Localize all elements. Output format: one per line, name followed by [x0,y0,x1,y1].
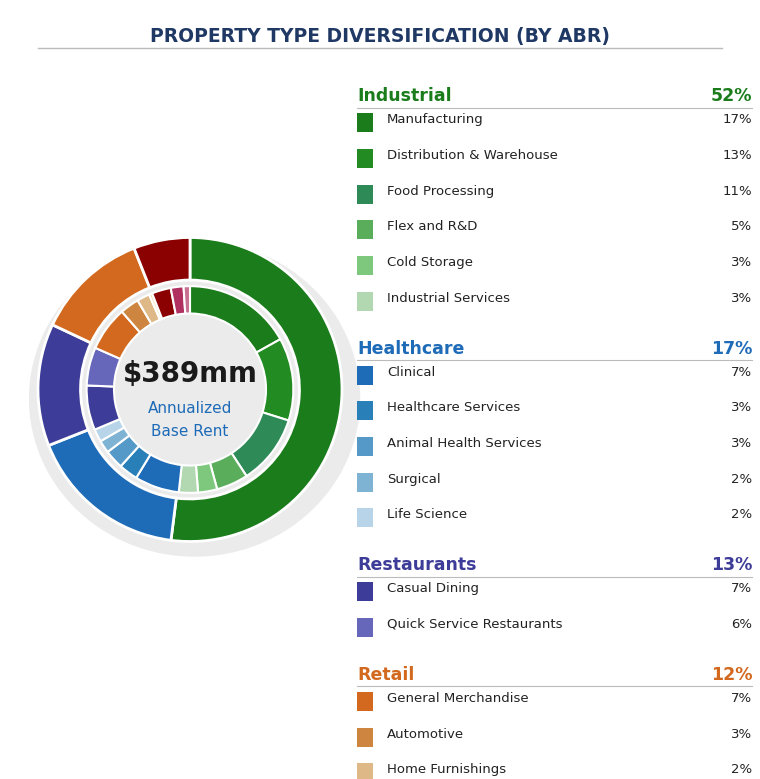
Bar [357,582,373,601]
Text: 7%: 7% [731,365,752,379]
Wedge shape [38,325,91,446]
Text: General Merchandise: General Merchandise [387,692,528,705]
Wedge shape [171,287,185,315]
Text: 7%: 7% [731,582,752,595]
Wedge shape [52,249,150,343]
Wedge shape [138,294,160,324]
Wedge shape [95,312,140,359]
Text: 3%: 3% [731,291,752,305]
Wedge shape [100,428,129,452]
Wedge shape [149,294,162,319]
Wedge shape [87,386,120,429]
Text: 3%: 3% [731,401,752,414]
Text: 3%: 3% [731,256,752,269]
Text: Annualized
Base Rent: Annualized Base Rent [147,401,233,439]
Text: Healthcare Services: Healthcare Services [387,401,520,414]
Text: Surgical: Surgical [387,473,441,485]
Text: $389mm: $389mm [122,361,258,388]
Bar [357,220,373,239]
Text: Life Science: Life Science [387,508,467,521]
Text: Food Processing: Food Processing [387,185,494,198]
Wedge shape [152,288,176,319]
Text: Home Furnishings: Home Furnishings [387,763,506,776]
Wedge shape [196,463,217,492]
Text: Casual Dining: Casual Dining [387,582,479,595]
Text: 52%: 52% [711,87,752,105]
Wedge shape [95,419,124,441]
Text: Manufacturing: Manufacturing [387,113,483,126]
Text: 2%: 2% [731,473,752,485]
Wedge shape [171,238,342,541]
Text: Animal Health Services: Animal Health Services [387,437,541,449]
Ellipse shape [29,241,360,557]
Text: 17%: 17% [723,113,752,126]
Bar [357,185,373,204]
Text: Retail: Retail [357,666,414,684]
Text: 13%: 13% [723,149,752,162]
Bar [357,437,373,456]
Text: 5%: 5% [731,220,752,233]
Bar [357,113,373,132]
Bar [357,256,373,275]
Wedge shape [87,348,120,386]
Bar [357,763,373,779]
Bar [357,508,373,527]
Text: Cold Storage: Cold Storage [387,256,473,269]
Wedge shape [232,412,289,476]
Text: Healthcare: Healthcare [357,340,464,358]
Wedge shape [121,446,150,478]
Text: Flex and R&D: Flex and R&D [387,220,477,233]
Text: 3%: 3% [731,437,752,449]
Bar [357,149,373,168]
Text: Restaurants: Restaurants [357,556,477,574]
Wedge shape [122,301,151,333]
Text: 13%: 13% [711,556,752,574]
Text: Distribution & Warehouse: Distribution & Warehouse [387,149,558,162]
Text: Clinical: Clinical [387,365,435,379]
Wedge shape [210,453,246,489]
Text: 17%: 17% [711,340,752,358]
Bar [357,618,373,637]
Text: Quick Service Restaurants: Quick Service Restaurants [387,618,562,631]
Text: 3%: 3% [731,728,752,741]
Text: Automotive: Automotive [387,728,464,741]
Text: Industrial: Industrial [357,87,452,105]
Wedge shape [49,430,176,541]
Bar [357,728,373,747]
Wedge shape [108,435,139,466]
Bar [357,692,373,711]
Bar [357,365,373,385]
Bar [357,401,373,421]
Text: 11%: 11% [723,185,752,198]
Text: 2%: 2% [731,508,752,521]
Text: Industrial Services: Industrial Services [387,291,510,305]
Wedge shape [134,238,190,287]
Wedge shape [190,286,280,353]
Wedge shape [256,339,293,421]
Text: 2%: 2% [731,763,752,776]
Text: 6%: 6% [731,618,752,631]
Wedge shape [179,465,198,493]
Text: 7%: 7% [731,692,752,705]
Text: PROPERTY TYPE DIVERSIFICATION (BY ABR): PROPERTY TYPE DIVERSIFICATION (BY ABR) [150,27,610,46]
Wedge shape [136,454,182,492]
Wedge shape [184,286,190,314]
Bar [357,291,373,311]
Text: 12%: 12% [711,666,752,684]
Bar [357,473,373,492]
